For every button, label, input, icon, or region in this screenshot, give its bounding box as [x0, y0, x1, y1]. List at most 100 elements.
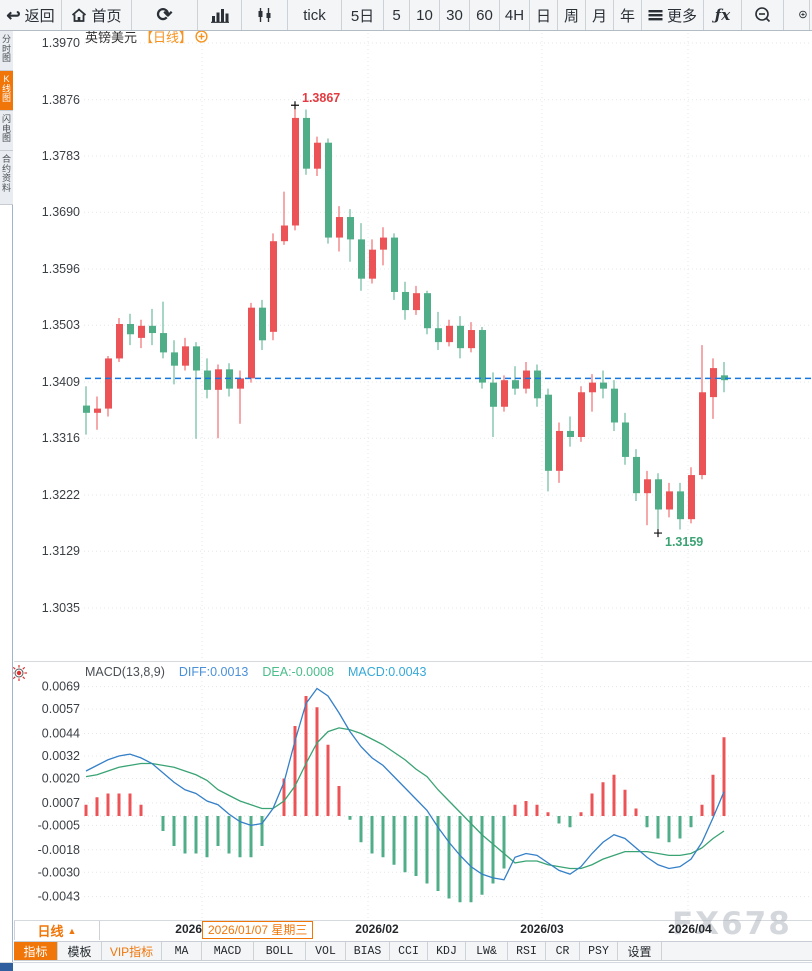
indicator-rsi[interactable]: RSI — [508, 942, 546, 960]
toolbar-button-home[interactable]: 首页 — [62, 0, 132, 30]
indicator-live-icon[interactable] — [10, 664, 28, 687]
candle-body — [160, 333, 167, 353]
macd-histogram-bar — [447, 816, 451, 899]
toolbar-button-period-5d[interactable]: 5日 — [342, 0, 384, 30]
macd-histogram-bar — [491, 816, 495, 884]
toolbar-button-period-month[interactable]: 月 — [586, 0, 614, 30]
indicator-kdj[interactable]: KDJ — [428, 942, 466, 960]
candle-body — [468, 330, 475, 349]
indicator-boll[interactable]: BOLL — [254, 942, 306, 960]
candle-body — [490, 382, 497, 407]
toolbar-button-period-60[interactable]: 60 — [470, 0, 500, 30]
candle-body — [633, 456, 640, 494]
indicator-macd[interactable]: MACD — [202, 942, 254, 960]
candle-body — [303, 117, 310, 169]
indicator-vol[interactable]: VOL — [306, 942, 346, 960]
candle-body — [391, 237, 398, 292]
tab-indicators[interactable]: 指标 — [14, 942, 58, 960]
macd-histogram-bar — [667, 816, 671, 843]
toolbar-button-fx[interactable]: ƒx — [704, 0, 742, 30]
price-axis-tick: 1.3503 — [42, 318, 80, 332]
settings-button[interactable]: 设置 — [618, 942, 662, 960]
toolbar-button-period-week[interactable]: 周 — [558, 0, 586, 30]
interval-label: 【日线】 — [140, 30, 193, 45]
sidebar-tab-contract-info[interactable]: 合约资料 — [0, 151, 13, 205]
indicator-psy[interactable]: PSY — [580, 942, 618, 960]
formula-fx-icon: ƒx — [714, 6, 731, 24]
toolbar-button-zoom-in[interactable] — [784, 0, 810, 30]
candle-body — [677, 491, 684, 520]
macd-histogram-bar — [194, 816, 198, 854]
macd-histogram-bar — [117, 793, 121, 816]
toolbar-button-bar-chart[interactable] — [198, 0, 242, 30]
indicator-lwr[interactable]: LW& — [466, 942, 508, 960]
sidebar-tab-time-chart[interactable]: 分时图 — [0, 31, 13, 71]
toolbar-button-label: 年 — [619, 7, 635, 25]
macd-diff-value: DIFF:0.0013 — [178, 665, 249, 679]
macd-histogram-bar — [711, 774, 715, 816]
toolbar-button-period-10[interactable]: 10 — [410, 0, 440, 30]
indicator-ma[interactable]: MA — [162, 942, 202, 960]
sidebar-tab-lightning-chart[interactable]: 闪电图 — [0, 111, 13, 151]
candle-body — [512, 380, 519, 389]
toolbar-button-period-day[interactable]: 日 — [530, 0, 558, 30]
macd-histogram-bar — [249, 816, 253, 858]
macd-histogram-bar — [722, 737, 726, 816]
toolbar-button-tick[interactable]: tick — [288, 0, 342, 30]
hamburger-icon — [648, 10, 663, 21]
candle-body — [644, 479, 651, 494]
toolbar-button-period-year[interactable]: 年 — [614, 0, 642, 30]
macd-histogram-bar — [502, 816, 506, 869]
bottom-scrollbar-strip[interactable] — [0, 962, 812, 971]
toolbar-button-more[interactable]: 更多 — [642, 0, 704, 30]
macd-axis-tick: 0.0020 — [42, 772, 80, 786]
candle-body — [413, 293, 420, 311]
candle-body — [237, 378, 244, 389]
macd-histogram-bar — [645, 816, 649, 828]
x-axis-label: 2026/03 — [520, 922, 564, 936]
macd-histogram-bar — [700, 804, 704, 816]
candle-body — [347, 217, 354, 240]
macd-histogram-bar — [84, 804, 88, 816]
toolbar-button-zoom-out[interactable] — [742, 0, 784, 30]
macd-histogram-bar — [337, 786, 341, 816]
price-axis-tick: 1.3316 — [42, 431, 80, 445]
candle-body — [138, 325, 145, 338]
candle-body — [457, 325, 464, 349]
toolbar-button-candlestick[interactable] — [242, 0, 288, 30]
date-tooltip: 2026/01/07 星期三 — [202, 921, 314, 939]
macd-axis-tick: 0.0032 — [42, 749, 80, 763]
period-selector-button[interactable]: 日线 ▲ — [14, 921, 100, 940]
macd-axis-tick: -0.0030 — [38, 865, 80, 879]
toolbar-button-period-4h[interactable]: 4H — [500, 0, 530, 30]
indicator-bias[interactable]: BIAS — [346, 942, 390, 960]
toolbar-button-refresh[interactable]: ⟳ — [132, 0, 198, 30]
candle-body — [666, 491, 673, 510]
toolbar-button-label: 首页 — [91, 7, 122, 25]
indicator-cr[interactable]: CR — [546, 942, 580, 960]
macd-histogram-bar — [678, 816, 682, 839]
macd-dea-line — [85, 727, 725, 870]
candle-body — [402, 291, 409, 311]
candle-body — [83, 405, 90, 413]
tab-vip-indicators[interactable]: VIP指标 — [102, 942, 162, 960]
macd-axis-tick: 0.0069 — [42, 680, 80, 694]
candle-body — [435, 328, 442, 343]
toolbar-button-period-30[interactable]: 30 — [440, 0, 470, 30]
candle-body — [501, 380, 508, 407]
candle-body — [193, 346, 200, 371]
toolbar-button-period-5[interactable]: 5 — [384, 0, 410, 30]
macd-axis-tick: 0.0057 — [42, 702, 80, 716]
macd-axis-tick: -0.0043 — [38, 890, 80, 904]
toolbar-button-back[interactable]: ↩ 返回 — [0, 0, 62, 30]
candle-body — [688, 475, 695, 520]
candle-body — [567, 430, 574, 437]
symbol-name: 英镑美元 — [85, 30, 138, 45]
macd-histogram-bar — [612, 774, 616, 816]
tab-templates[interactable]: 模板 — [58, 942, 102, 960]
indicator-cci[interactable]: CCI — [390, 942, 428, 960]
expand-icon[interactable] — [195, 30, 208, 43]
